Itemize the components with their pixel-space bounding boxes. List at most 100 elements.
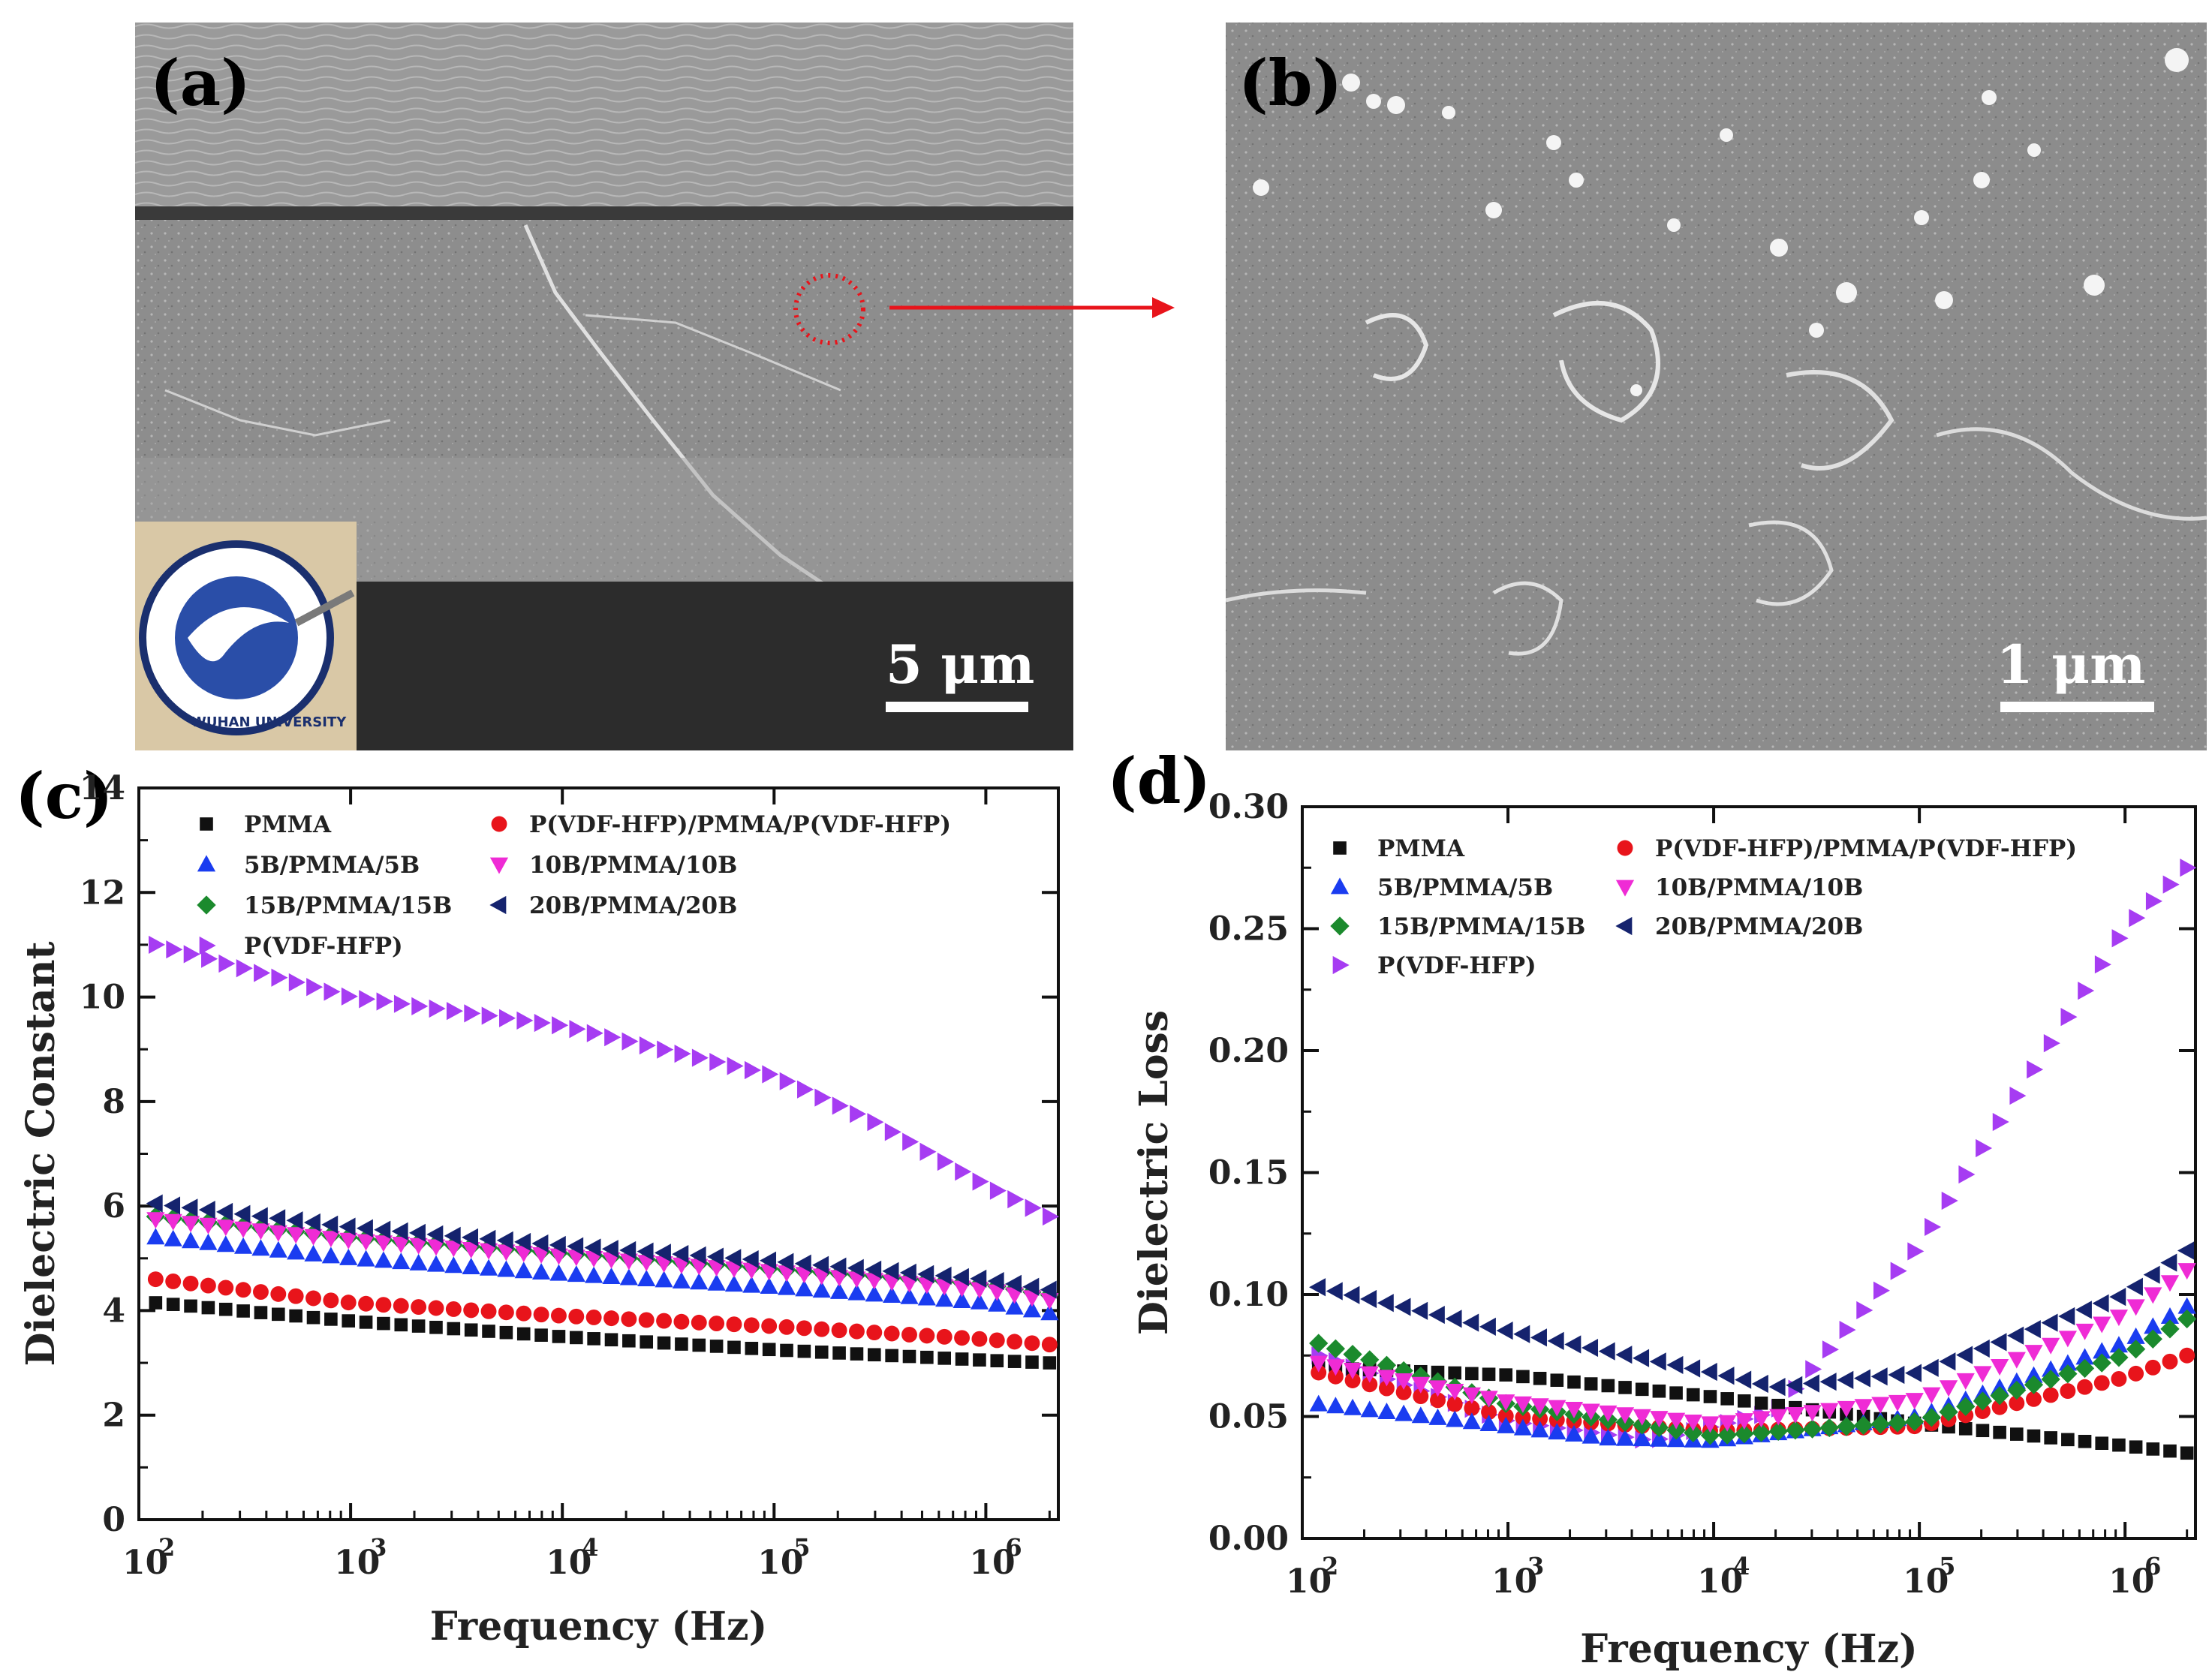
data-point [2146, 1442, 2160, 1456]
data-point [251, 1223, 270, 1240]
data-point [304, 1228, 323, 1246]
data-point [920, 1350, 934, 1364]
data-point [619, 1268, 638, 1286]
legend-label: P(VDF-HFP)/PMMA/P(VDF-HFP) [1655, 835, 2077, 862]
data-point [1343, 1398, 1362, 1415]
data-point [356, 1219, 373, 1237]
data-point [516, 1327, 531, 1341]
data-point [2060, 1383, 2076, 1400]
series-20b-pmma-20b [1309, 1241, 2195, 1397]
data-point [549, 1264, 568, 1281]
data-point [1991, 1399, 2008, 1415]
data-point [1326, 1339, 1346, 1358]
data-point [287, 1243, 305, 1260]
data-point [1615, 1346, 1633, 1364]
data-point [972, 1172, 989, 1191]
data-point [2024, 1345, 2043, 1362]
data-point [639, 1036, 656, 1055]
data-point [1582, 1427, 1600, 1444]
data-point [1956, 1373, 1975, 1390]
data-point [2109, 1288, 2126, 1307]
data-point [464, 1323, 478, 1337]
data-point [1633, 1409, 1651, 1426]
data-point [1751, 1423, 1771, 1442]
legend-marker [1332, 955, 1350, 975]
data-point [586, 1024, 603, 1042]
data-point [1599, 1429, 1618, 1446]
data-point [462, 1241, 480, 1258]
x-tick-exponent: 2 [158, 1533, 175, 1562]
data-point [1479, 1415, 1498, 1432]
data-point [2160, 1275, 2180, 1292]
data-point [706, 1247, 724, 1266]
data-point [254, 964, 271, 982]
data-point [272, 1307, 285, 1322]
data-point [2075, 1358, 2095, 1379]
data-point [2144, 1287, 2162, 1304]
data-point [954, 1330, 971, 1346]
data-point [724, 1275, 744, 1292]
data-point [462, 1228, 479, 1246]
data-point [1890, 1262, 1907, 1280]
data-point [779, 1072, 796, 1090]
data-point [392, 1252, 411, 1270]
data-point [637, 1269, 656, 1286]
data-point [917, 1265, 934, 1283]
x-axis-title: Frequency (Hz) [1580, 1626, 1917, 1672]
data-point [2126, 1299, 2145, 1316]
data-point [1395, 1404, 1413, 1421]
data-point [429, 999, 446, 1018]
data-point [1649, 1352, 1666, 1371]
data-point [1720, 1392, 1734, 1406]
data-point [1819, 1373, 1837, 1391]
data-point [462, 1258, 480, 1275]
legend-marker [489, 857, 509, 874]
data-point [251, 1239, 270, 1256]
legend-marker [1333, 841, 1347, 855]
data-point [1360, 1366, 1379, 1383]
data-point [2078, 982, 2095, 1000]
panel-label-a: (a) [150, 46, 251, 120]
data-point [254, 1306, 268, 1319]
scale-bar-label-b: 1 μm [1997, 633, 2145, 696]
data-point [1769, 1409, 1788, 1426]
legend-marker [200, 817, 213, 831]
data-point [534, 1013, 551, 1033]
legend: PMMA 5B/PMMA/5B 15B/PMMA/15B P(VDF-HFP) P(VD… [197, 811, 951, 960]
data-point [1907, 1242, 1925, 1261]
data-point [1856, 1301, 1873, 1320]
x-tick-label: 10 [546, 1544, 591, 1582]
data-point [287, 1227, 305, 1244]
data-point [1446, 1396, 1463, 1412]
data-point [2160, 1307, 2180, 1325]
data-point [1956, 1346, 1973, 1364]
data-point [1394, 1298, 1411, 1316]
data-point [2162, 1353, 2178, 1370]
data-point [743, 1317, 760, 1334]
data-point [1550, 1373, 1564, 1388]
data-point [1700, 1426, 1720, 1445]
data-point [321, 1246, 340, 1264]
data-point [341, 987, 358, 1006]
data-point [1754, 1396, 1768, 1410]
data-point [409, 1237, 428, 1255]
data-point [1464, 1400, 1480, 1416]
data-point [498, 1304, 514, 1321]
data-point [481, 1006, 498, 1025]
data-point [742, 1249, 759, 1269]
legend-label: 20B/PMMA/20B [529, 892, 737, 919]
data-point [654, 1243, 671, 1262]
x-tick-label: 10 [1697, 1562, 1743, 1601]
data-point [479, 1229, 496, 1248]
data-point [1802, 1374, 1819, 1393]
data-point [533, 1307, 549, 1323]
data-point [673, 1313, 690, 1330]
data-point [2126, 1327, 2145, 1344]
data-point [2041, 1370, 2060, 1389]
data-point [1976, 1138, 1993, 1158]
data-point [1497, 1394, 1515, 1412]
data-point [1041, 1337, 1058, 1353]
data-point [901, 1326, 917, 1343]
legend-marker [199, 936, 216, 955]
